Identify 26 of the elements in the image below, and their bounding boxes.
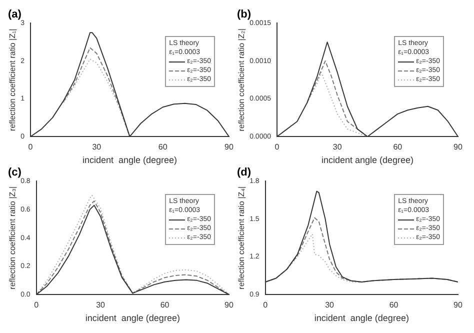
x-tick-label: 90 [454, 142, 463, 152]
x-axis-title: incident angle (degree) [85, 313, 180, 324]
x-tick-label: 0 [34, 300, 40, 310]
x-tick-label: 60 [389, 300, 399, 310]
y-axis-title: reflection coefficient ratio |Z₂| [237, 28, 246, 132]
y-axis-title: reflection coefficient ratio |Z₃| [8, 186, 18, 290]
x-axis-title: incident angle (degree) [314, 313, 409, 324]
x-tick-label: 60 [160, 300, 170, 310]
x-tick-label: 60 [158, 142, 168, 152]
x-tick-label: 30 [92, 142, 102, 152]
x-tick-label: 30 [325, 300, 335, 310]
x-tick-label: 90 [224, 300, 234, 310]
x-tick-label: 90 [224, 142, 234, 152]
y-axis-title: reflection coefficient ratio |Z₁| [8, 28, 18, 132]
chart-title: (d) [237, 166, 252, 179]
y-axis-title: reflection coefficient ratio |Z₄| [237, 186, 246, 290]
x-tick-label: 0 [274, 142, 280, 152]
x-tick-label: 30 [332, 142, 342, 152]
x-axis-title: incident angle (degree) [321, 155, 414, 166]
x-tick-label: 30 [96, 300, 106, 310]
chart-title: (b) [237, 8, 252, 21]
chart-title: (c) [8, 166, 22, 179]
x-tick-label: 90 [454, 300, 463, 310]
x-axis-title: incident angle (degree) [82, 155, 178, 166]
x-tick-label: 60 [393, 142, 403, 152]
chart-title: (a) [8, 8, 22, 21]
